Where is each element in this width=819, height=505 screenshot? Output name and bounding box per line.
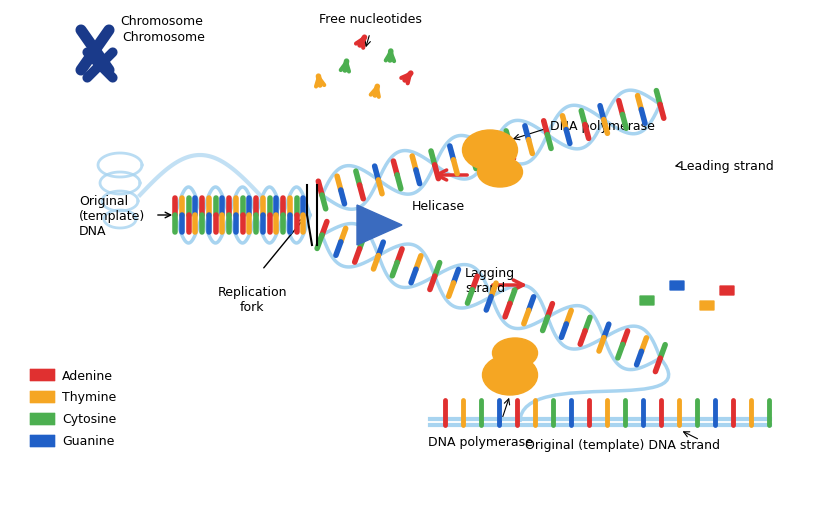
Text: Helicase: Helicase — [412, 199, 465, 212]
Text: Free nucleotides: Free nucleotides — [319, 13, 422, 26]
Text: DNA polymerase: DNA polymerase — [550, 119, 655, 132]
FancyBboxPatch shape — [669, 280, 685, 291]
Text: DNA polymerase: DNA polymerase — [428, 435, 532, 448]
FancyBboxPatch shape — [29, 390, 56, 404]
Ellipse shape — [477, 158, 523, 188]
Text: Adenine: Adenine — [62, 369, 113, 382]
Text: Cytosine: Cytosine — [62, 413, 116, 426]
Text: Guanine: Guanine — [62, 435, 115, 447]
Text: Original
(template)
DNA: Original (template) DNA — [79, 194, 145, 237]
Text: Leading strand: Leading strand — [680, 159, 774, 172]
Text: Replication
fork: Replication fork — [217, 285, 287, 314]
FancyBboxPatch shape — [719, 285, 735, 296]
Ellipse shape — [492, 338, 537, 368]
FancyBboxPatch shape — [29, 412, 56, 426]
Text: Chromosome: Chromosome — [122, 31, 205, 44]
Polygon shape — [357, 206, 402, 245]
Text: Thymine: Thymine — [62, 391, 116, 403]
Text: Original (template) DNA strand: Original (template) DNA strand — [525, 439, 720, 451]
FancyBboxPatch shape — [699, 300, 715, 312]
FancyBboxPatch shape — [639, 295, 655, 307]
FancyBboxPatch shape — [29, 368, 56, 382]
Ellipse shape — [482, 356, 537, 395]
Text: Lagging
strand: Lagging strand — [465, 267, 515, 294]
Text: Chromosome: Chromosome — [120, 15, 203, 27]
Ellipse shape — [463, 131, 518, 171]
FancyBboxPatch shape — [29, 434, 56, 448]
